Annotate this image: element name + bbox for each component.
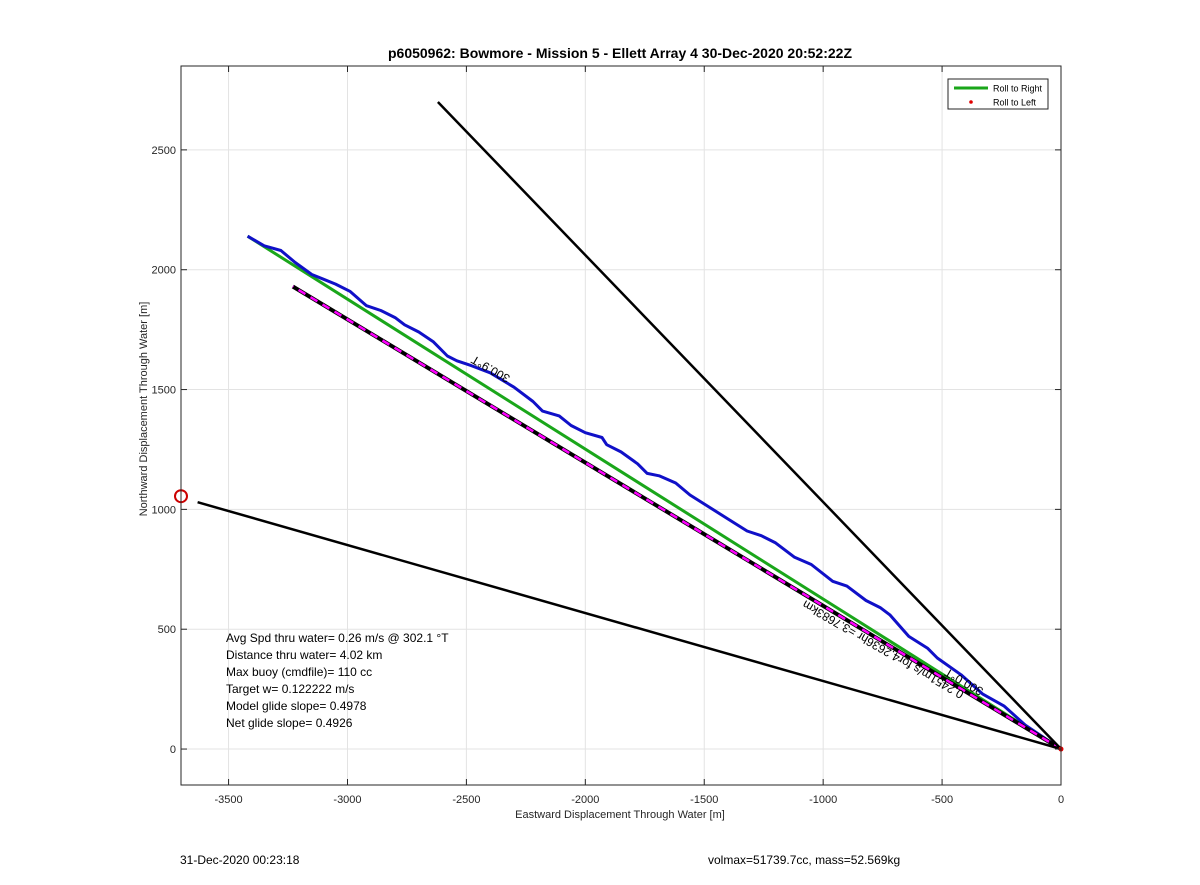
axes-box xyxy=(180,65,1062,786)
x-tick-label: -1500 xyxy=(690,794,718,806)
legend: Roll to Right Roll to Left xyxy=(947,78,1049,110)
y-tick-label: 1000 xyxy=(152,504,176,516)
stats-line: Model glide slope= 0.4978 xyxy=(226,699,367,713)
x-tick-label: 0 xyxy=(1058,794,1064,806)
x-tick-label: -1000 xyxy=(809,794,837,806)
plot-area xyxy=(174,101,1064,752)
stats-line: Target w= 0.122222 m/s xyxy=(226,682,354,696)
x-tick-label: -500 xyxy=(931,794,953,806)
stats-line: Distance thru water= 4.02 km xyxy=(226,648,382,662)
y-tick-label: 1500 xyxy=(152,385,176,397)
y-tick-label: 2500 xyxy=(152,145,176,157)
x-axis-label: Eastward Displacement Through Water [m] xyxy=(515,809,725,821)
legend-swatch-dot xyxy=(969,100,973,104)
y-axis-label: Northward Displacement Through Water [m] xyxy=(138,302,150,517)
bound-line-upper xyxy=(436,101,1062,750)
stats-line: Net glide slope= 0.4926 xyxy=(226,716,353,730)
stats-text-block: Avg Spd thru water= 0.26 m/s @ 302.1 °T D… xyxy=(226,631,449,730)
stats-line: Max buoy (cmdfile)= 110 cc xyxy=(226,665,372,679)
y-tick-label: 0 xyxy=(170,744,176,756)
footer-volmax-mass: volmax=51739.7cc, mass=52.569kg xyxy=(708,853,901,867)
grid-lines xyxy=(181,66,1062,785)
net-direction-dashed-line xyxy=(292,285,1062,751)
legend-label: Roll to Left xyxy=(993,98,1037,108)
x-tick-label: -2500 xyxy=(452,794,480,806)
y-tick-label: 2000 xyxy=(152,265,176,277)
bound-line-lower xyxy=(197,500,1062,751)
axis-ticks: -3500 -3000 -2500 -2000 -1500 -1000 -500 0 0 500 1… xyxy=(152,66,1064,806)
footer-timestamp: 31-Dec-2020 00:23:18 xyxy=(180,853,300,867)
glider-track-line xyxy=(246,234,1062,751)
legend-box xyxy=(947,78,1049,110)
legend-label: Roll to Right xyxy=(993,84,1043,94)
x-tick-label: -2000 xyxy=(571,794,599,806)
x-tick-label: -3000 xyxy=(333,794,361,806)
y-tick-label: 500 xyxy=(158,624,176,636)
chart-title: p6050962: Bowmore - Mission 5 - Ellett A… xyxy=(388,45,852,61)
roll-to-right-line xyxy=(246,234,1062,751)
stats-line: Avg Spd thru water= 0.26 m/s @ 302.1 °T xyxy=(226,631,449,645)
x-tick-label: -3500 xyxy=(214,794,242,806)
